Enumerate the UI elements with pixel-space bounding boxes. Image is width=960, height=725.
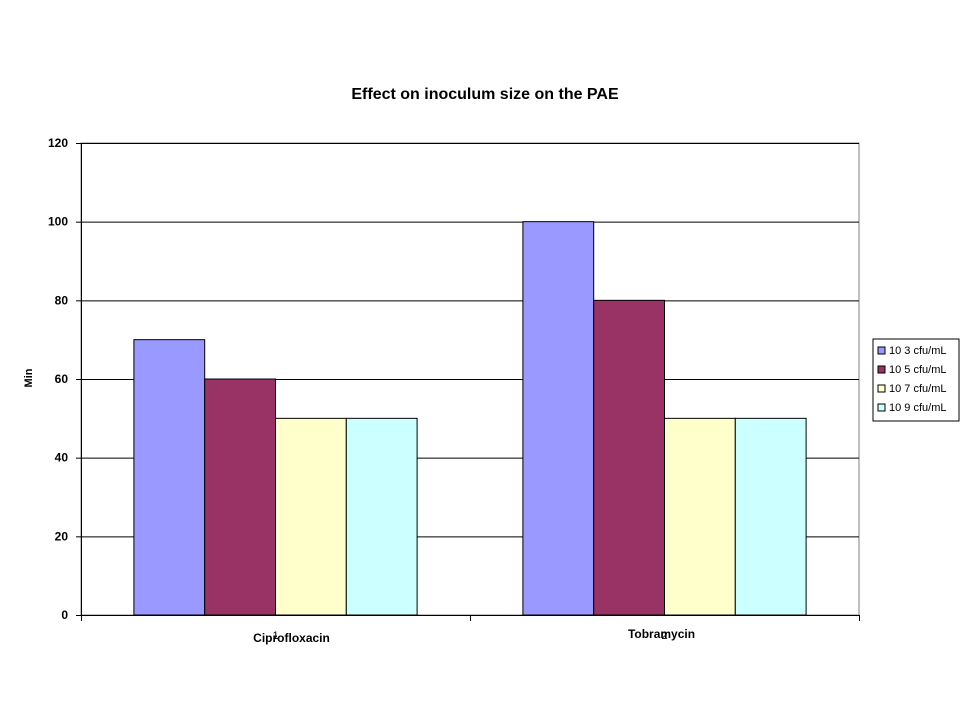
legend-label: 10 5 cfu/mL [889,364,946,376]
y-tick-label: 20 [55,529,69,543]
legend-swatch [877,365,886,374]
x-category-label: Ciprofloxacin [253,631,330,645]
y-tick-label: 100 [48,215,68,229]
legend-label: 10 7 cfu/mL [889,383,946,395]
y-tick-label: 80 [55,293,69,307]
y-tick-label: 120 [48,136,68,150]
y-tick-label: 60 [55,372,69,386]
bar-0-3 [345,417,418,616]
legend-label: 10 9 cfu/mL [889,402,946,414]
y-tick-label: 0 [61,608,68,622]
y-tick-label: 40 [55,451,69,465]
legend-swatch [877,346,886,355]
bar-0-2 [275,417,347,616]
bar-1-0 [522,221,595,616]
bar-0-1 [204,378,276,616]
chart-title: Effect on inoculum size on the PAE [351,86,619,103]
legend-frame [872,338,960,422]
bar-0-0 [133,339,206,616]
bar-1-3 [734,417,807,616]
bar-1-1 [593,299,666,616]
legend-swatch [877,384,886,393]
legend-label: 10 3 cfu/mL [889,345,946,357]
category-marker: 1 [272,630,278,642]
y-axis-label: Min [23,368,35,387]
category-marker: 2 [661,630,667,642]
legend: 10 3 cfu/mL 10 5 cfu/mL 10 7 cfu/mL 10 9 cf… [872,338,960,422]
x-category-label: Tobramycin [628,627,695,641]
legend-swatch [877,403,886,412]
bar-1-2 [664,417,736,616]
